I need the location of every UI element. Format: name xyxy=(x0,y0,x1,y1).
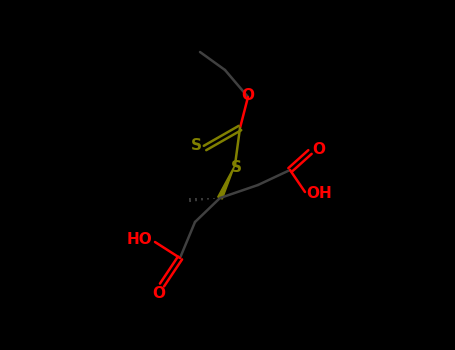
Text: OH: OH xyxy=(306,186,332,201)
Text: S: S xyxy=(191,139,202,154)
Text: HO: HO xyxy=(126,232,152,247)
Text: O: O xyxy=(242,89,254,104)
Text: O: O xyxy=(152,287,166,301)
Polygon shape xyxy=(218,165,235,199)
Text: S: S xyxy=(231,160,242,175)
Text: O: O xyxy=(313,141,325,156)
